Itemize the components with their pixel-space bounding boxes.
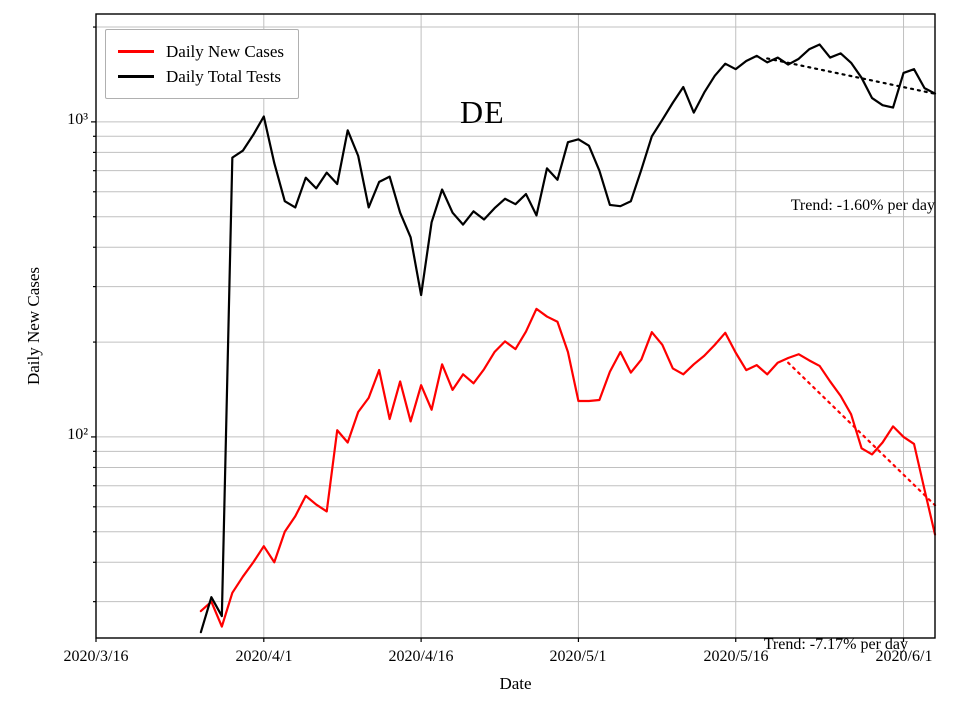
x-tick-label-5: 2020/6/1: [875, 648, 933, 665]
legend: Daily New Cases Daily Total Tests: [105, 29, 300, 99]
x-tick-label-0: 2020/3/16: [63, 648, 129, 665]
legend-item-daily-total-tests: Daily Total Tests: [118, 64, 284, 89]
black-line-swatch-icon: [118, 75, 154, 78]
x-tick-label-4: 2020/5/16: [703, 648, 769, 665]
x-tick-label-2: 2020/4/16: [388, 648, 454, 665]
y-tick-label-1000: 10³: [67, 111, 88, 128]
legend-label: Daily Total Tests: [166, 66, 282, 86]
chart-title-annotation: DE: [460, 94, 505, 130]
red-line-swatch-icon: [118, 50, 154, 53]
legend-label: Daily New Cases: [166, 41, 285, 61]
y-tick-label-100: 10²: [67, 426, 88, 443]
x-tick-label-3: 2020/5/1: [549, 648, 607, 665]
x-tick-label-1: 2020/4/1: [235, 648, 293, 665]
cases-trend-label: Trend: -7.17% per day: [763, 636, 908, 653]
y-axis-title: Daily New Cases: [24, 266, 43, 386]
legend-item-daily-new-cases: Daily New Cases: [118, 39, 284, 64]
x-axis-title: Date: [499, 674, 532, 693]
tests-trend-label: Trend: -1.60% per day: [790, 197, 935, 214]
